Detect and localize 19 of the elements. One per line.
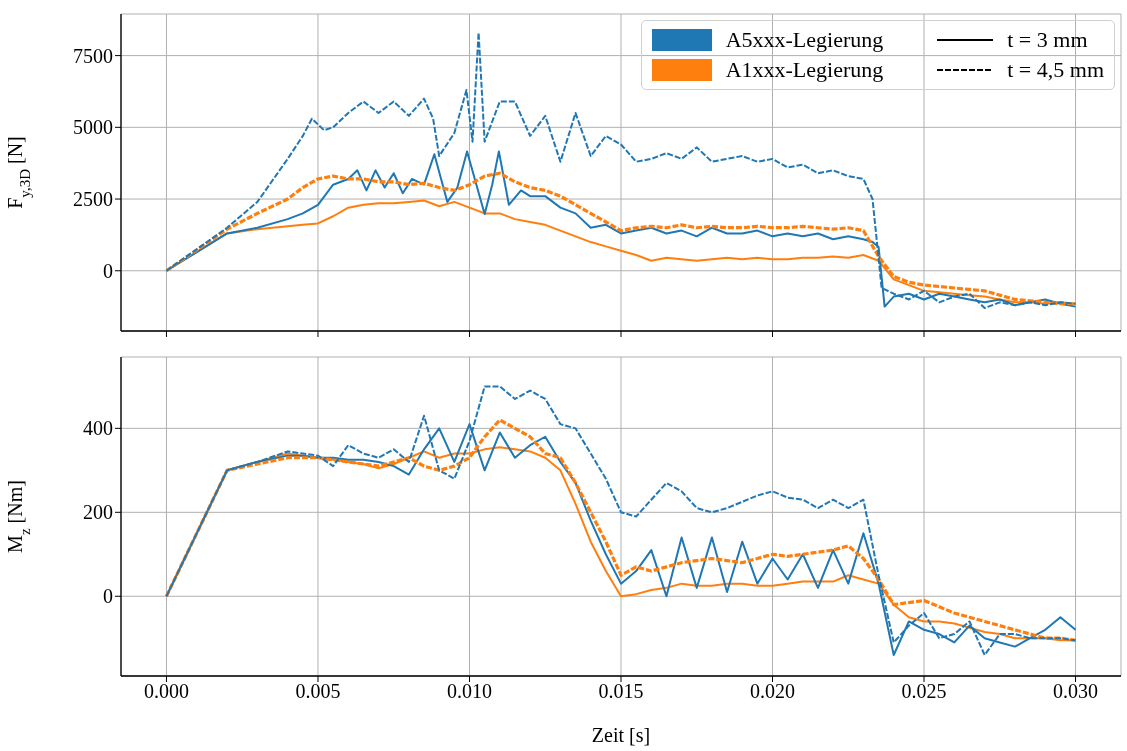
x-tick-label: 0.000: [143, 680, 189, 703]
y-tick-label: 400: [83, 417, 113, 440]
x-tick-label: 0.020: [750, 680, 796, 703]
annotation: t = 3 mm: [1007, 27, 1089, 53]
y-tick-label: 0: [103, 259, 113, 282]
y-tick-label: 200: [83, 501, 113, 524]
annotation: t = 4,5 mm: [1007, 57, 1104, 83]
y-tick-label: 5000: [73, 116, 113, 139]
x-tick-label: 0.030: [1053, 680, 1099, 703]
x-tick-label: 0.015: [598, 680, 644, 703]
annotation: A1xxx-Legierung: [725, 57, 885, 83]
y-tick-label: 2500: [73, 188, 113, 211]
y-tick-label: 0: [103, 585, 113, 608]
y-tick-label: 7500: [73, 44, 113, 67]
x-tick-label: 0.005: [295, 680, 341, 703]
x-tick-label: 0.025: [901, 680, 947, 703]
x-axis-title: Zeit [s]: [591, 724, 651, 746]
annotation: A5xxx-Legierung: [725, 27, 885, 53]
x-tick-label: 0.010: [446, 680, 492, 703]
